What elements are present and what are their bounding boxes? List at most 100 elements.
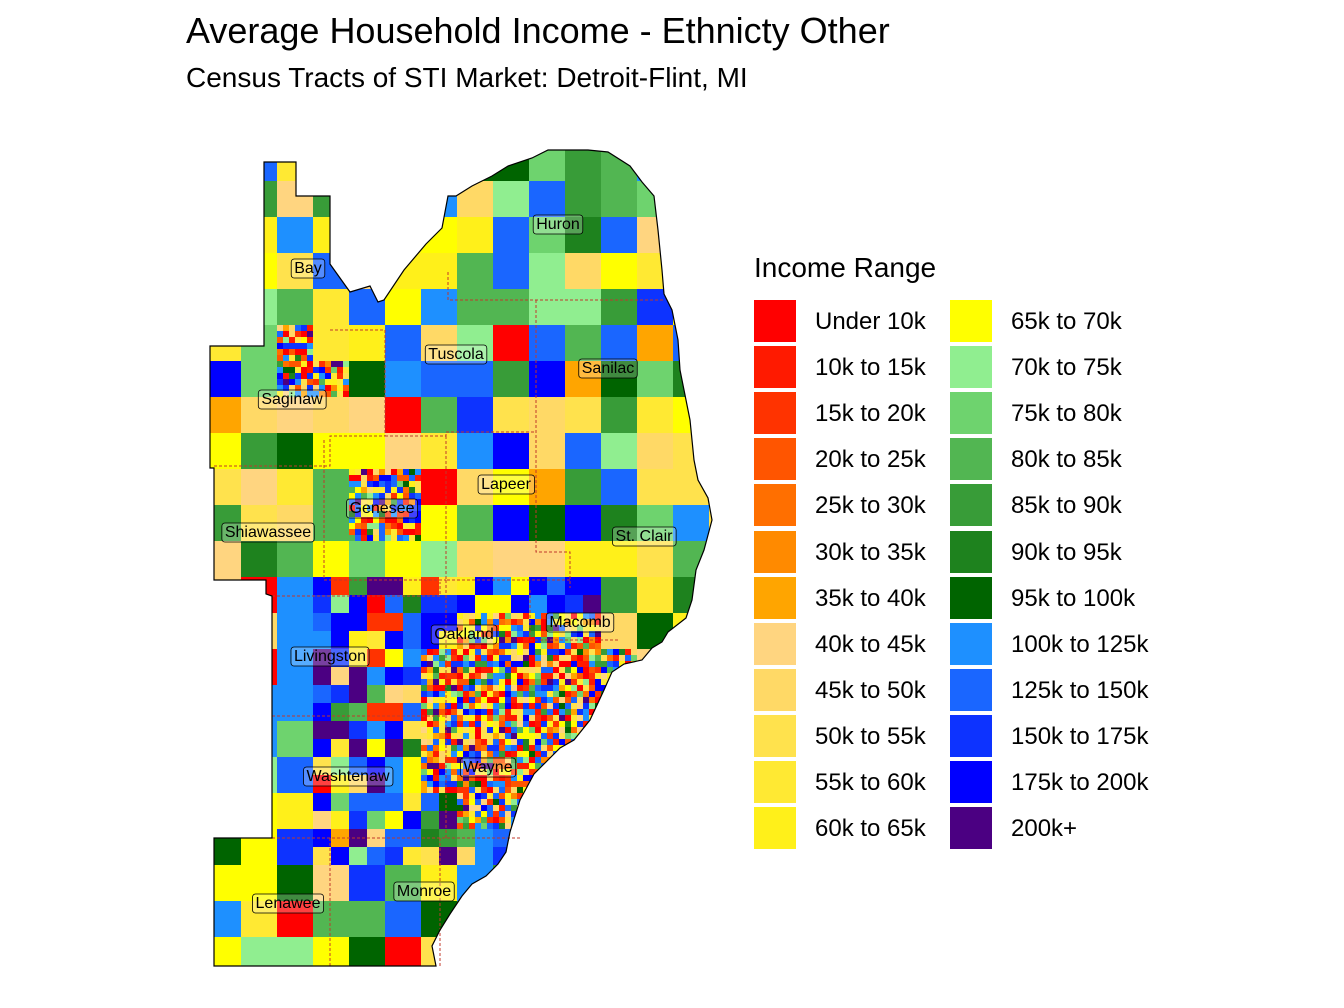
tract (631, 769, 638, 776)
tract (210, 181, 242, 218)
tract (589, 709, 596, 716)
tract (445, 661, 452, 668)
tract (427, 781, 434, 788)
tract (415, 505, 422, 512)
tract (439, 721, 446, 728)
tract (619, 727, 626, 734)
tract (499, 745, 506, 752)
tract (553, 655, 560, 662)
tract (565, 325, 602, 362)
tract (553, 823, 560, 830)
tract (577, 649, 584, 656)
tract (565, 217, 602, 254)
tract (391, 523, 398, 530)
tract (583, 703, 590, 710)
tract (313, 217, 350, 254)
tract (421, 937, 458, 966)
tract (583, 757, 590, 764)
tract (541, 679, 548, 686)
tract (571, 619, 578, 626)
tract (439, 655, 446, 662)
tract (307, 337, 314, 344)
tract (367, 505, 374, 512)
legend-label: 55k to 60k (815, 769, 926, 796)
tract (589, 823, 596, 830)
tract (481, 661, 488, 668)
tract (391, 469, 398, 476)
tract (445, 781, 452, 788)
tract (577, 691, 584, 698)
tract (439, 613, 458, 632)
svg-text:Washtenaw: Washtenaw (307, 768, 390, 785)
tract (529, 679, 536, 686)
tract (421, 733, 428, 740)
tract (427, 727, 434, 734)
tract (535, 643, 542, 650)
tract (445, 691, 452, 698)
tract (331, 757, 350, 776)
tract (601, 577, 638, 614)
tract (331, 391, 338, 398)
tract (481, 649, 488, 656)
tract (565, 787, 572, 794)
tract (565, 865, 602, 902)
tract (463, 697, 470, 704)
tract (445, 727, 452, 734)
tract (577, 733, 584, 740)
tract (421, 847, 440, 866)
tract (559, 763, 566, 770)
tract (625, 733, 632, 740)
tract (571, 733, 578, 740)
tract (481, 643, 488, 650)
tract (547, 763, 554, 770)
tract (427, 691, 434, 698)
tract (307, 391, 314, 398)
tract (619, 787, 626, 794)
tract (481, 673, 488, 680)
tract (349, 325, 386, 362)
tract (409, 493, 416, 500)
tract (535, 799, 542, 806)
tract (577, 721, 584, 728)
tract (367, 487, 374, 494)
tract (547, 721, 554, 728)
tract (457, 901, 494, 938)
tract (619, 661, 626, 668)
tract (505, 697, 512, 704)
tract (571, 685, 578, 692)
tract (499, 793, 506, 800)
tract (469, 733, 476, 740)
county-label: Oakland (430, 624, 498, 645)
tract (529, 253, 566, 290)
tract (283, 355, 290, 362)
legend-swatch (754, 622, 796, 665)
tract (487, 811, 494, 818)
tract (529, 397, 566, 434)
tract (277, 793, 314, 830)
tract (313, 901, 350, 938)
tract (529, 727, 536, 734)
tract (709, 505, 712, 542)
tract (385, 505, 392, 512)
tract (505, 781, 512, 788)
tract (565, 643, 572, 650)
tract (349, 181, 386, 218)
legend-item: 40k to 45k (754, 622, 954, 669)
tract (397, 469, 404, 476)
tract (601, 973, 638, 1008)
tract (487, 661, 494, 668)
tract (589, 703, 596, 710)
tract (403, 811, 422, 830)
tract (385, 685, 404, 704)
county-label: Tuscola (424, 344, 488, 365)
tract (517, 697, 524, 704)
tract (469, 673, 476, 680)
tract (625, 673, 632, 680)
tract (577, 673, 584, 680)
tract (541, 619, 548, 626)
tract (421, 673, 428, 680)
tract (487, 793, 494, 800)
tract (277, 331, 284, 338)
tract (475, 595, 494, 614)
tract (553, 619, 560, 626)
